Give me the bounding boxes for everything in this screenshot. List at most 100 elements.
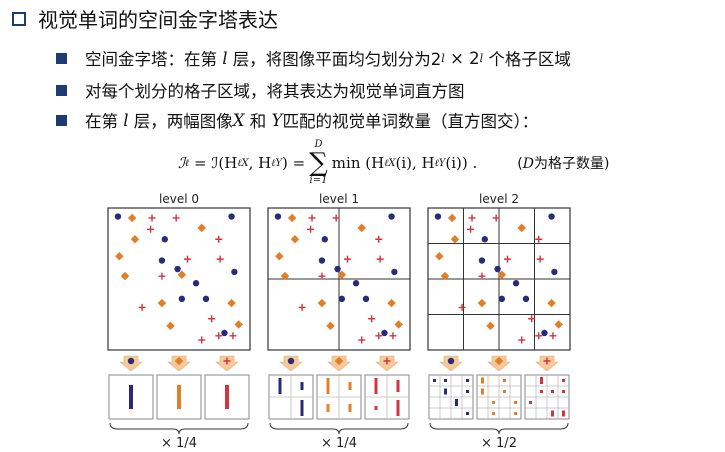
diamond-feature-icon [290, 234, 300, 244]
circle-feature-icon [434, 213, 442, 220]
plus-feature-icon [375, 235, 383, 243]
histogram-bar [396, 380, 400, 392]
level-label: level 1 [319, 192, 359, 206]
circle-feature-icon [321, 236, 328, 243]
plus-feature-icon [504, 255, 512, 263]
histogram-bar [529, 401, 532, 404]
circle-feature-icon [498, 295, 506, 303]
plus-feature-icon [535, 235, 543, 243]
circle-feature-icon [548, 213, 555, 220]
histogram-bar [492, 401, 495, 404]
plus-feature-icon [383, 357, 391, 365]
slide-title: 视觉单词的空间金字塔表达 [12, 4, 278, 33]
title-text: 视觉单词的空间金字塔表达 [38, 8, 278, 32]
plus-feature-icon [148, 214, 156, 222]
diamond-feature-icon [440, 271, 450, 281]
histogram-bar [551, 390, 554, 393]
bullet-3: 在第 l 层，两幅图像 X 和 Y 匹配的视觉单词数量（直方图交）： [56, 108, 538, 132]
plus-feature-icon [215, 332, 223, 340]
circle-feature-icon [391, 268, 398, 276]
circle-feature-icon [192, 280, 200, 287]
diamond-feature-icon [127, 213, 137, 223]
circle-feature-icon [161, 236, 168, 243]
circle-feature-icon [221, 329, 228, 337]
histogram-bar [492, 412, 495, 415]
plus-feature-icon [549, 332, 557, 340]
histogram-bar [481, 388, 484, 395]
diamond-feature-icon [435, 252, 444, 261]
plus-feature-icon [208, 315, 216, 323]
plus-feature-icon [216, 255, 224, 263]
plus-feature-icon [543, 357, 551, 365]
diamond-feature-icon [234, 320, 243, 329]
diamond-feature-icon [275, 252, 284, 261]
circle-feature-icon [174, 265, 181, 273]
histogram-box [156, 374, 202, 420]
circle-feature-icon [551, 268, 558, 276]
histogram-bar [540, 390, 543, 393]
histogram-bar [433, 379, 436, 382]
plus-feature-icon [184, 255, 192, 263]
plus-feature-icon [298, 303, 306, 311]
plus-feature-icon [229, 332, 237, 340]
diamond-feature-icon [337, 270, 347, 279]
plus-feature-icon [467, 225, 475, 233]
diamond-feature-icon [157, 298, 167, 308]
diamond-feature-icon [450, 234, 460, 244]
level-weight: × 1/4 [161, 436, 197, 451]
histogram-bar [503, 390, 506, 393]
plus-feature-icon [138, 303, 146, 311]
level-label: level 0 [159, 192, 199, 206]
circle-feature-icon [338, 295, 346, 303]
circle-feature-icon [522, 295, 530, 303]
brace [109, 422, 249, 435]
plus-feature-icon [223, 357, 231, 365]
histogram-bar [374, 406, 378, 410]
diamond-feature-icon [174, 356, 184, 366]
histogram-bar [348, 404, 352, 412]
plus-feature-icon [528, 315, 536, 323]
histogram-bar [396, 400, 400, 416]
bullet-square-icon [56, 114, 67, 126]
diamond-feature-icon [130, 234, 140, 244]
diamond-feature-icon [447, 213, 457, 223]
circle-feature-icon [127, 357, 135, 365]
level-weight: × 1/2 [481, 436, 517, 451]
plus-feature-icon [536, 255, 544, 263]
plus-feature-icon [478, 272, 486, 280]
plus-feature-icon [458, 303, 466, 311]
histogram-bar [514, 412, 517, 415]
circle-feature-icon [512, 280, 520, 287]
histogram-bar [540, 377, 543, 384]
plus-feature-icon [375, 332, 383, 340]
sum-operator: D ∑ i=1 [309, 139, 328, 186]
histogram-bar [562, 410, 565, 417]
circle-feature-icon [352, 280, 360, 287]
diamond-feature-icon [326, 321, 335, 331]
diamond-feature-icon [115, 252, 124, 261]
plus-feature-icon [318, 272, 326, 280]
diamond-feature-icon [280, 271, 290, 281]
circle-feature-icon [334, 265, 341, 273]
circle-feature-icon [178, 295, 186, 303]
bullet-2: 对每个划分的格子区域，将其表达为视觉单词直方图 [56, 78, 465, 102]
brace [269, 422, 409, 435]
plus-feature-icon [358, 336, 366, 344]
diamond-feature-icon [394, 320, 403, 329]
plus-feature-icon [332, 214, 340, 222]
circle-feature-icon [494, 265, 501, 273]
circle-feature-icon [274, 213, 282, 220]
diamond-feature-icon [486, 321, 495, 331]
plus-feature-icon [368, 315, 376, 323]
level-label: level 2 [479, 192, 519, 206]
circle-feature-icon [318, 257, 326, 264]
diamond-feature-icon [387, 298, 396, 308]
diamond-feature-icon [317, 298, 327, 308]
histogram-bar [177, 385, 181, 409]
plus-feature-icon [535, 332, 543, 340]
plus-feature-icon [389, 332, 397, 340]
histogram-bar [455, 399, 458, 406]
circle-feature-icon [388, 213, 395, 220]
diamond-feature-icon [120, 271, 130, 281]
